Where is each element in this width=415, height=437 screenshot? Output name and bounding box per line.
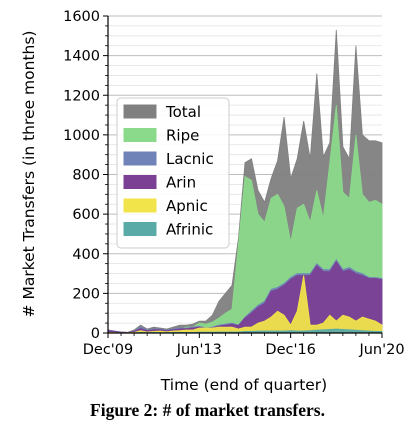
legend-swatch-total [123, 104, 157, 119]
y-tick-label: 800 [72, 168, 100, 184]
legend-swatch-lacnic [123, 151, 157, 166]
y-tick-label: 600 [72, 207, 100, 223]
legend-label-total: Total [165, 103, 201, 121]
market-transfers-chart: 0 200 400 600 800 1000 1200 1400 1600 Dec'09 Jun'1… [20, 9, 405, 394]
legend-label-afrinic: Afrinic [166, 221, 213, 239]
y-tick-label: 1200 [63, 88, 100, 104]
legend-label-lacnic: Lacnic [166, 150, 214, 168]
y-tick-label: 1000 [63, 128, 100, 144]
y-tick-label: 0 [91, 326, 100, 342]
area-arin [107, 260, 383, 334]
legend: Total Ripe Lacnic Arin Apnic Afrinic [116, 97, 230, 249]
y-tick-label: 1400 [63, 49, 100, 65]
legend-swatch-ripe [123, 128, 157, 142]
x-tick-label: Jun'20 [358, 342, 404, 358]
x-tick-label: Dec'16 [265, 342, 316, 358]
legend-swatch-apnic [123, 198, 157, 213]
legend-swatch-afrinic [123, 222, 157, 236]
y-tick-label: 400 [72, 247, 100, 263]
y-tick-label: 1600 [63, 9, 100, 25]
legend-swatch-arin [123, 175, 157, 189]
figure-caption: Figure 2: # of market transfers. [90, 400, 325, 420]
x-tick-label: Jun'13 [176, 342, 222, 358]
x-tick-label: Dec'09 [83, 342, 134, 358]
legend-label-apnic: Apnic [166, 197, 208, 215]
y-tick-label: 200 [72, 286, 100, 302]
area-series [107, 29, 383, 334]
y-axis-title: # Market Transfers (in three months) [20, 31, 38, 318]
tick-marks: 0 200 400 600 800 1000 1200 1400 1600 Dec'09 Jun'1… [63, 9, 404, 358]
legend-label-arin: Arin [166, 174, 196, 192]
legend-label-ripe: Ripe [166, 127, 199, 145]
x-axis-title: Time (end of quarter) [160, 376, 327, 394]
area-apnic [107, 275, 383, 334]
